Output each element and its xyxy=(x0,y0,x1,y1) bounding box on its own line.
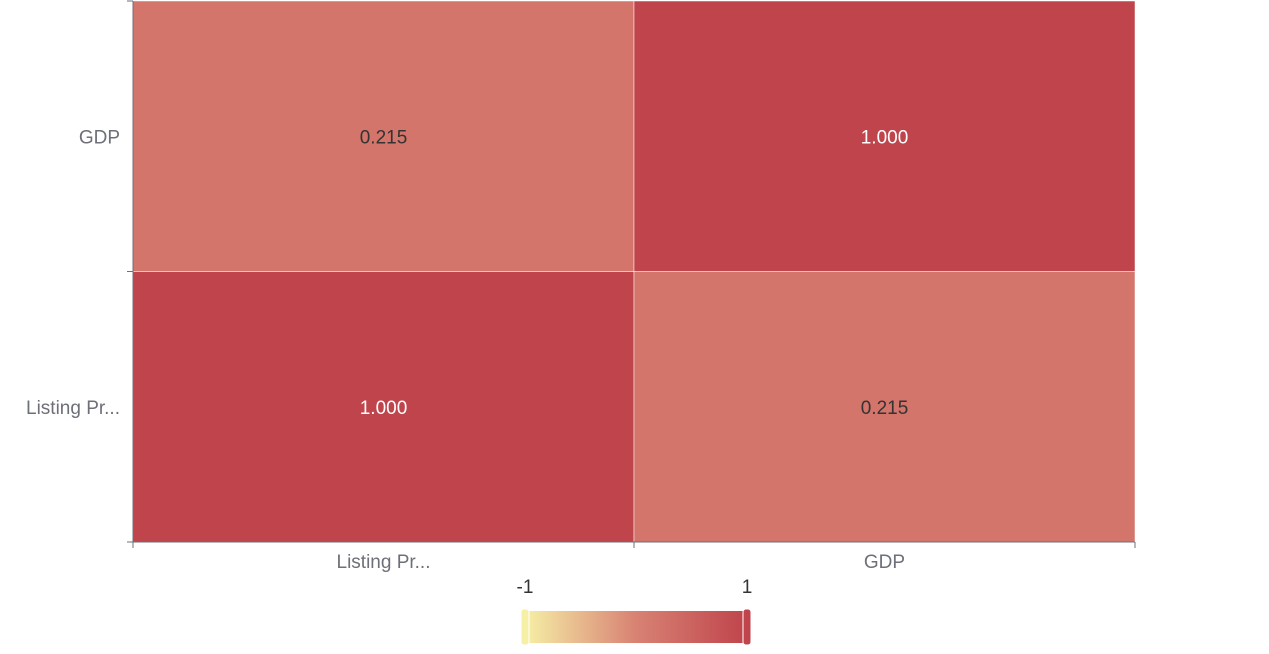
heatmap-cell[interactable] xyxy=(633,271,1136,543)
y-axis-tick-label: GDP xyxy=(79,127,120,148)
y-axis-tick-label: Listing Pr... xyxy=(26,398,120,419)
heatmap-cell-label: 1.000 xyxy=(861,127,909,148)
heatmap-cell[interactable] xyxy=(633,0,1136,272)
visual-map-legend[interactable]: -1 1 xyxy=(517,577,753,646)
heatmap-cells: 1.000 0.215 0.215 1.000 xyxy=(132,0,1136,543)
heatmap-cell-label: 1.000 xyxy=(360,398,408,419)
heatmap-cell[interactable] xyxy=(132,271,635,543)
visual-map-max-label: 1 xyxy=(742,577,753,598)
visual-map-max-handle[interactable] xyxy=(742,608,752,646)
axes: Listing Pr... GDP Listing Pr... GDP xyxy=(26,0,1136,573)
visual-map-min-handle[interactable] xyxy=(520,608,530,646)
visual-map-gradient-bar xyxy=(525,611,747,643)
heatmap-cell-label: 0.215 xyxy=(360,127,408,148)
y-axis-ticks: Listing Pr... GDP xyxy=(26,0,133,543)
heatmap-cell-label: 0.215 xyxy=(861,398,909,419)
visual-map-min-label: -1 xyxy=(517,577,534,598)
x-axis-tick-label: Listing Pr... xyxy=(337,552,431,573)
x-axis-tick-label: GDP xyxy=(864,552,905,573)
heatmap-cell[interactable] xyxy=(132,0,635,272)
x-axis-ticks: Listing Pr... GDP xyxy=(132,542,1136,573)
